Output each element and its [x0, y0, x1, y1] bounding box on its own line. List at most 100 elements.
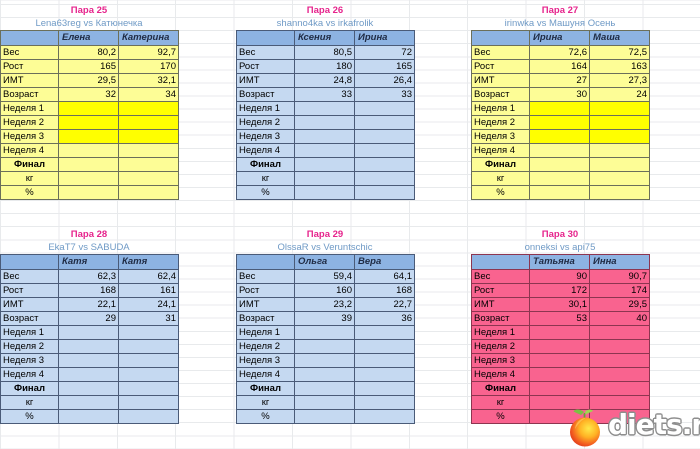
value-participant-1[interactable]	[529, 381, 590, 396]
value-participant-1[interactable]: 22,1	[58, 297, 119, 312]
value-participant-2[interactable]: 165	[354, 59, 415, 74]
value-participant-2[interactable]	[589, 367, 650, 382]
value-participant-2[interactable]	[354, 115, 415, 130]
value-participant-1[interactable]	[294, 409, 355, 424]
value-participant-2[interactable]	[354, 339, 415, 354]
value-participant-2[interactable]: 34	[118, 87, 179, 102]
value-participant-1[interactable]	[529, 157, 590, 172]
value-participant-1[interactable]	[58, 339, 119, 354]
value-participant-2[interactable]	[354, 143, 415, 158]
value-participant-2[interactable]	[118, 395, 179, 410]
value-participant-2[interactable]	[354, 101, 415, 116]
value-participant-2[interactable]	[354, 353, 415, 368]
value-participant-2[interactable]	[118, 409, 179, 424]
value-participant-1[interactable]	[294, 185, 355, 200]
value-participant-2[interactable]	[589, 409, 650, 424]
value-participant-2[interactable]	[354, 395, 415, 410]
value-participant-1[interactable]: 160	[294, 283, 355, 298]
value-participant-2[interactable]	[118, 339, 179, 354]
value-participant-1[interactable]	[529, 395, 590, 410]
value-participant-1[interactable]: 32	[58, 87, 119, 102]
value-participant-1[interactable]	[58, 381, 119, 396]
value-participant-1[interactable]: 30	[529, 87, 590, 102]
value-participant-2[interactable]: 24,1	[118, 297, 179, 312]
value-participant-2[interactable]: 33	[354, 87, 415, 102]
value-participant-1[interactable]	[58, 129, 119, 144]
value-participant-2[interactable]	[354, 367, 415, 382]
value-participant-1[interactable]	[529, 171, 590, 186]
value-participant-2[interactable]	[589, 395, 650, 410]
value-participant-1[interactable]: 23,2	[294, 297, 355, 312]
value-participant-2[interactable]	[118, 171, 179, 186]
value-participant-1[interactable]	[529, 367, 590, 382]
value-participant-1[interactable]	[294, 367, 355, 382]
value-participant-2[interactable]: 90,7	[589, 269, 650, 284]
value-participant-2[interactable]	[118, 101, 179, 116]
value-participant-1[interactable]: 168	[58, 283, 119, 298]
value-participant-1[interactable]: 27	[529, 73, 590, 88]
value-participant-1[interactable]: 29	[58, 311, 119, 326]
value-participant-2[interactable]	[589, 353, 650, 368]
value-participant-2[interactable]	[354, 185, 415, 200]
value-participant-1[interactable]: 72,6	[529, 45, 590, 60]
value-participant-2[interactable]	[589, 185, 650, 200]
value-participant-1[interactable]	[58, 157, 119, 172]
value-participant-1[interactable]	[58, 171, 119, 186]
value-participant-1[interactable]	[529, 115, 590, 130]
value-participant-1[interactable]	[294, 339, 355, 354]
value-participant-2[interactable]	[118, 325, 179, 340]
value-participant-2[interactable]: 27,3	[589, 73, 650, 88]
value-participant-1[interactable]: 172	[529, 283, 590, 298]
value-participant-1[interactable]	[58, 409, 119, 424]
value-participant-2[interactable]: 26,4	[354, 73, 415, 88]
value-participant-2[interactable]	[118, 367, 179, 382]
value-participant-2[interactable]: 163	[589, 59, 650, 74]
value-participant-1[interactable]	[529, 101, 590, 116]
value-participant-1[interactable]	[58, 395, 119, 410]
value-participant-1[interactable]	[529, 409, 590, 424]
value-participant-1[interactable]	[294, 395, 355, 410]
value-participant-2[interactable]: 174	[589, 283, 650, 298]
value-participant-1[interactable]	[58, 115, 119, 130]
value-participant-1[interactable]	[58, 325, 119, 340]
value-participant-1[interactable]: 30,1	[529, 297, 590, 312]
value-participant-2[interactable]	[589, 381, 650, 396]
value-participant-1[interactable]	[294, 381, 355, 396]
value-participant-2[interactable]: 29,5	[589, 297, 650, 312]
value-participant-1[interactable]: 80,2	[58, 45, 119, 60]
value-participant-2[interactable]	[118, 185, 179, 200]
value-participant-2[interactable]: 62,4	[118, 269, 179, 284]
value-participant-2[interactable]: 36	[354, 311, 415, 326]
value-participant-1[interactable]	[58, 185, 119, 200]
value-participant-1[interactable]: 180	[294, 59, 355, 74]
value-participant-2[interactable]	[118, 353, 179, 368]
value-participant-1[interactable]: 39	[294, 311, 355, 326]
value-participant-2[interactable]: 24	[589, 87, 650, 102]
value-participant-1[interactable]: 164	[529, 59, 590, 74]
value-participant-2[interactable]: 22,7	[354, 297, 415, 312]
value-participant-1[interactable]	[529, 129, 590, 144]
value-participant-2[interactable]	[354, 157, 415, 172]
value-participant-1[interactable]	[294, 325, 355, 340]
value-participant-2[interactable]	[118, 381, 179, 396]
value-participant-2[interactable]: 72,5	[589, 45, 650, 60]
value-participant-1[interactable]: 33	[294, 87, 355, 102]
value-participant-2[interactable]	[354, 409, 415, 424]
value-participant-1[interactable]: 62,3	[58, 269, 119, 284]
value-participant-1[interactable]	[529, 353, 590, 368]
value-participant-1[interactable]	[529, 143, 590, 158]
value-participant-2[interactable]	[589, 157, 650, 172]
value-participant-2[interactable]	[589, 339, 650, 354]
value-participant-2[interactable]	[118, 129, 179, 144]
value-participant-2[interactable]	[589, 325, 650, 340]
value-participant-2[interactable]: 92,7	[118, 45, 179, 60]
value-participant-1[interactable]	[58, 143, 119, 158]
value-participant-2[interactable]	[354, 129, 415, 144]
value-participant-1[interactable]	[529, 185, 590, 200]
value-participant-1[interactable]	[294, 143, 355, 158]
value-participant-2[interactable]	[589, 115, 650, 130]
value-participant-2[interactable]: 64,1	[354, 269, 415, 284]
value-participant-2[interactable]: 32,1	[118, 73, 179, 88]
value-participant-2[interactable]	[589, 129, 650, 144]
value-participant-2[interactable]: 72	[354, 45, 415, 60]
